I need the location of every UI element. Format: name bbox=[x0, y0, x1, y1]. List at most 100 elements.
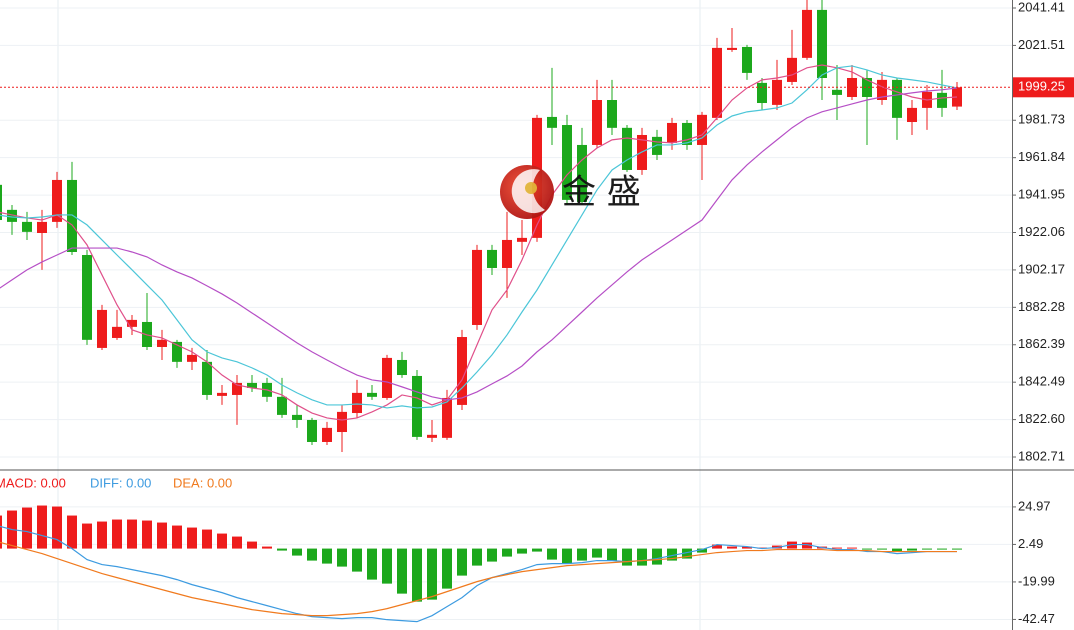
histogram-bar bbox=[232, 536, 242, 549]
histogram-bar bbox=[472, 548, 482, 566]
last-price-box bbox=[1013, 77, 1074, 98]
histogram-bar bbox=[67, 515, 77, 549]
candle-body bbox=[817, 9, 827, 78]
y-tick-label: 1882.28 bbox=[1018, 299, 1065, 314]
histogram-bar bbox=[307, 548, 317, 561]
histogram-bar bbox=[97, 521, 107, 549]
y-tick-label: 1862.39 bbox=[1018, 336, 1065, 351]
y-axis-labels: 2041.41 2021.51 1981.73 1961.84 1941.95 1922.… bbox=[1012, 0, 1074, 626]
candle-body bbox=[127, 319, 137, 327]
candle-body bbox=[172, 341, 182, 362]
candle-body bbox=[157, 339, 167, 347]
candle-body bbox=[802, 9, 812, 58]
histogram-bar bbox=[562, 548, 572, 564]
histogram-bar bbox=[367, 548, 377, 580]
y-tick-label: 1922.06 bbox=[1018, 224, 1065, 239]
histogram-bar bbox=[112, 519, 122, 549]
candle-body bbox=[832, 89, 842, 95]
histogram-bar bbox=[397, 548, 407, 594]
histogram-bar bbox=[142, 520, 152, 549]
line-series bbox=[0, 87, 958, 401]
histogram-bar bbox=[412, 548, 422, 602]
candle-body bbox=[397, 359, 407, 376]
histogram-bar bbox=[247, 541, 257, 549]
histogram-bar bbox=[637, 548, 647, 566]
candle-body bbox=[517, 237, 527, 242]
histogram-bar bbox=[712, 544, 722, 549]
logo-dot bbox=[525, 182, 537, 194]
y-tick-label: 1902.17 bbox=[1018, 261, 1065, 276]
histogram-bar bbox=[172, 525, 182, 549]
last-price-label: 1999.25 bbox=[1018, 79, 1065, 94]
candle-body bbox=[232, 382, 242, 395]
histogram-bar bbox=[457, 548, 467, 576]
candle-body bbox=[52, 179, 62, 222]
candle-body bbox=[697, 114, 707, 145]
candle-body bbox=[0, 184, 2, 221]
candle-body bbox=[487, 249, 497, 268]
candle-body bbox=[7, 209, 17, 222]
candle-body bbox=[472, 249, 482, 325]
histogram-bar bbox=[277, 548, 287, 551]
candle-body bbox=[187, 354, 197, 362]
histogram-bar bbox=[892, 548, 902, 552]
y-tick-label: 1981.73 bbox=[1018, 112, 1065, 127]
histogram-bar bbox=[82, 523, 92, 549]
candle-body bbox=[862, 77, 872, 97]
histogram-bar bbox=[532, 548, 542, 552]
macd-panel bbox=[0, 505, 1012, 623]
candle-body bbox=[247, 382, 257, 388]
histogram-bar bbox=[187, 527, 197, 549]
candle-body bbox=[97, 309, 107, 348]
legend-entry: DEA: 0.00 bbox=[173, 475, 232, 490]
line-series bbox=[0, 65, 958, 409]
histogram-bar bbox=[592, 548, 602, 558]
candle-body bbox=[442, 397, 452, 438]
candle-body bbox=[427, 434, 437, 438]
histogram-bar bbox=[937, 548, 947, 550]
histogram-bar bbox=[547, 548, 557, 560]
candle-body bbox=[322, 427, 332, 442]
histogram-bar bbox=[682, 548, 692, 559]
y-tick-label: 1961.84 bbox=[1018, 149, 1065, 164]
y-tick-label: 1822.60 bbox=[1018, 411, 1065, 426]
y-tick-label: -19.99 bbox=[1018, 573, 1055, 588]
candle-body bbox=[772, 79, 782, 105]
legend: MACD: 0.00 DIFF: 0.00 DEA: 0.00 bbox=[0, 475, 232, 490]
histogram-bar bbox=[322, 548, 332, 564]
y-tick-label: -42.47 bbox=[1018, 611, 1055, 626]
histogram-bar bbox=[262, 546, 272, 549]
candle-body bbox=[607, 99, 617, 128]
histogram-bar bbox=[0, 515, 2, 549]
candle-body bbox=[577, 144, 587, 202]
candle-body bbox=[67, 179, 77, 252]
candle-body bbox=[112, 326, 122, 338]
line-series bbox=[0, 525, 957, 623]
candle-body bbox=[892, 79, 902, 118]
histogram-bar bbox=[742, 546, 752, 549]
candle-body bbox=[877, 79, 887, 100]
candle-body bbox=[457, 337, 467, 405]
price-panel bbox=[0, 0, 1012, 458]
histogram-bar bbox=[952, 548, 962, 550]
legend-entry: MACD: 0.00 bbox=[0, 475, 66, 490]
watermark-text: 金 盛 bbox=[562, 173, 641, 213]
histogram-bar bbox=[652, 548, 662, 565]
candle-body bbox=[757, 82, 767, 104]
histogram-bar bbox=[427, 548, 437, 600]
histogram-bar bbox=[337, 548, 347, 567]
candle-body bbox=[277, 396, 287, 415]
y-tick-label: 1802.71 bbox=[1018, 448, 1065, 463]
histogram-bar bbox=[907, 548, 917, 551]
y-tick-label: 2041.41 bbox=[1018, 0, 1065, 14]
histogram-bar bbox=[37, 505, 47, 549]
candle-body bbox=[547, 116, 557, 128]
y-tick-label: 2021.51 bbox=[1018, 37, 1065, 52]
candle-body bbox=[667, 122, 677, 143]
histogram-bar bbox=[802, 542, 812, 549]
histogram-bar bbox=[832, 547, 842, 549]
histogram-bar bbox=[517, 548, 527, 554]
histogram-bar bbox=[577, 548, 587, 561]
histogram-bar bbox=[127, 519, 137, 549]
